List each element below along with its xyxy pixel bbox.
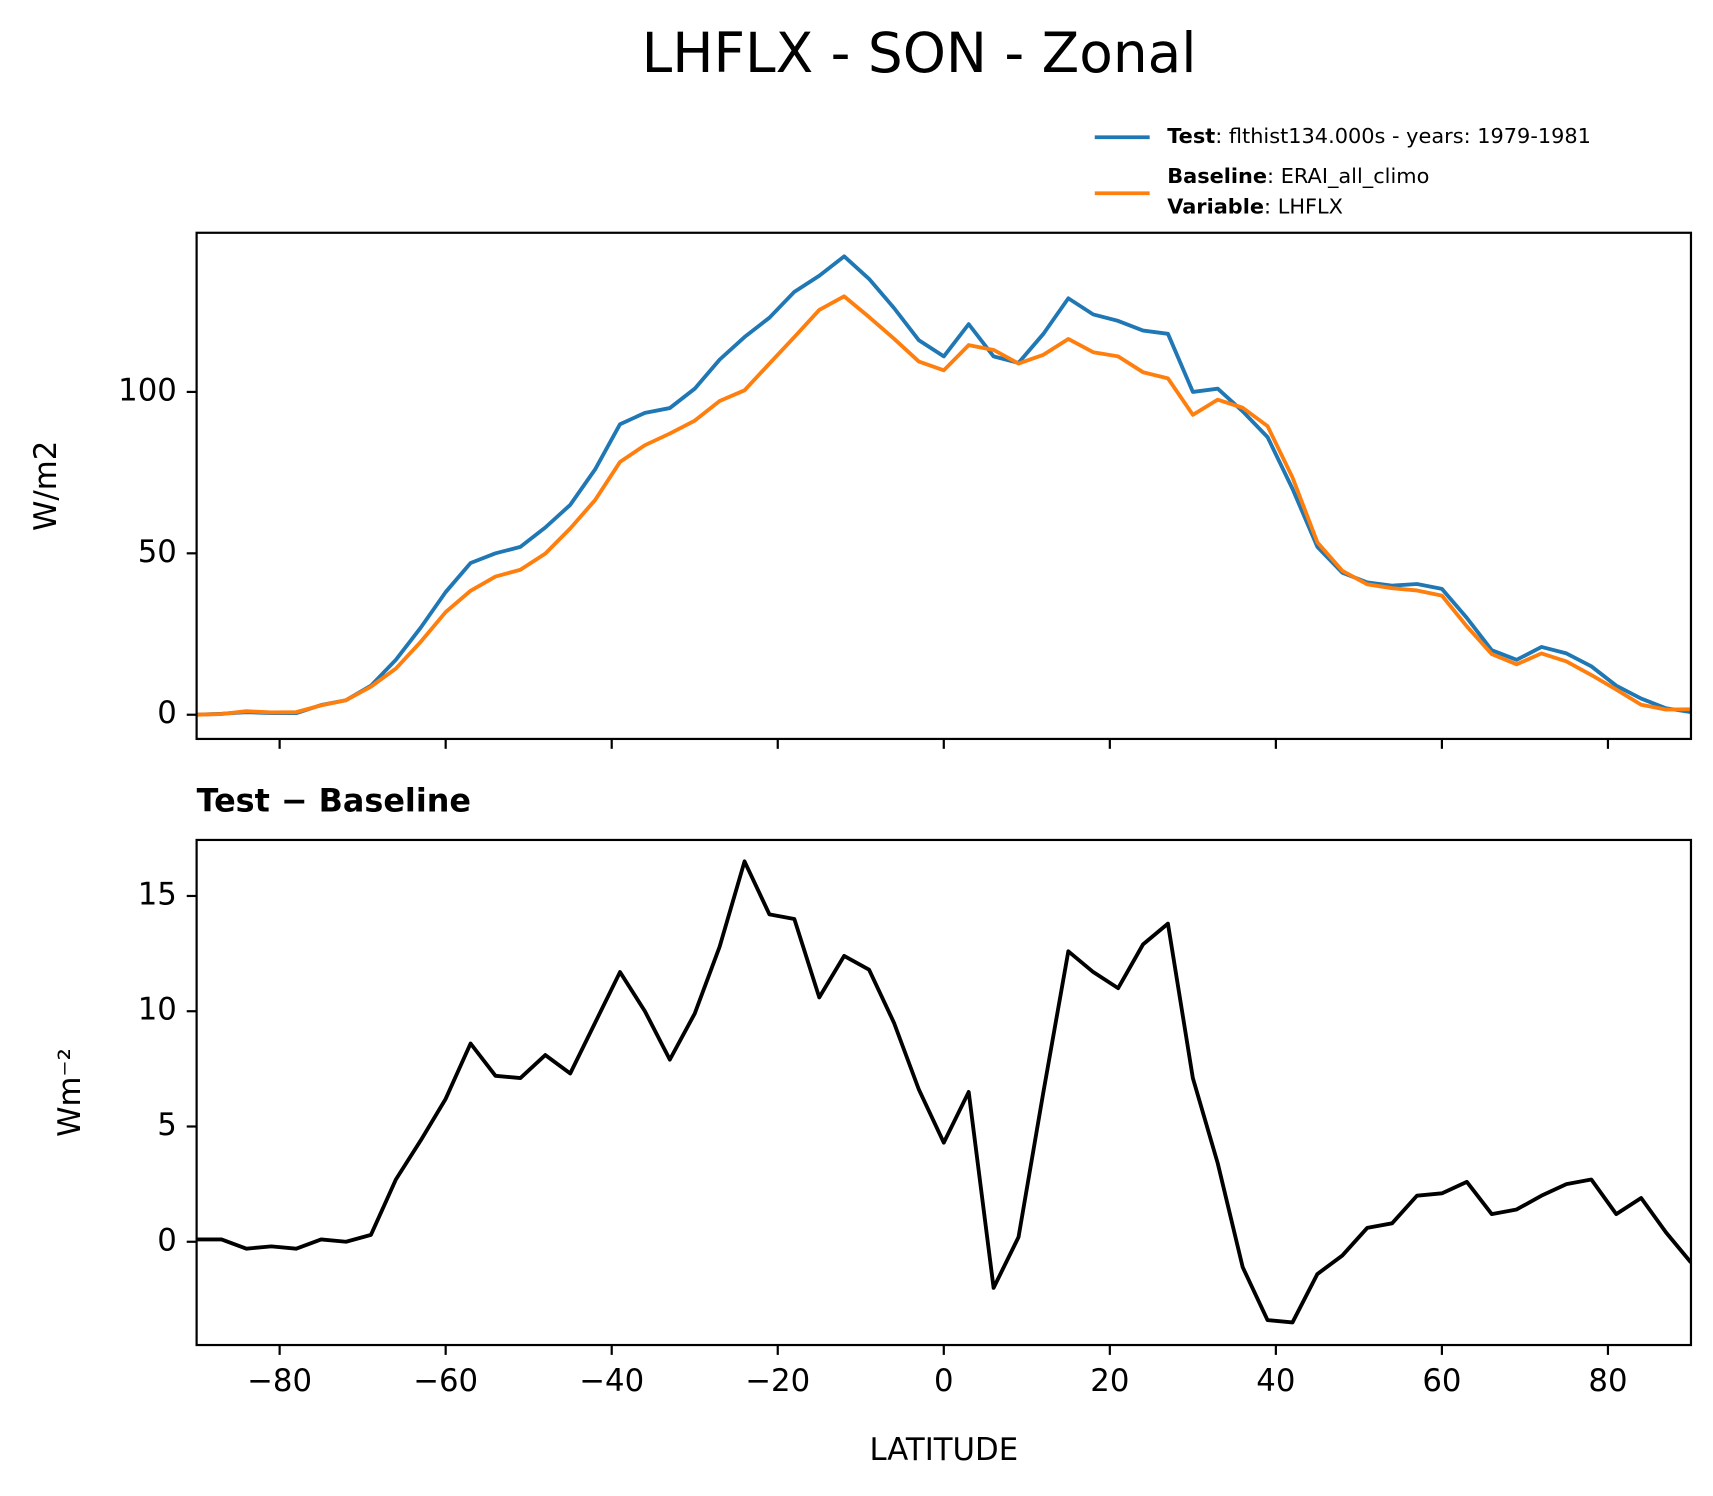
x-tick-label: −80 — [247, 1363, 312, 1399]
legend-entry: Baseline: ERAI_all_climo — [1167, 164, 1429, 189]
legend-text: : flthist134.000s - years: 1979-1981 — [1215, 124, 1591, 148]
x-tick-label: −40 — [579, 1363, 644, 1399]
legend-name: Test — [1167, 124, 1215, 148]
y-tick-label: 10 — [138, 992, 177, 1028]
y-tick-label: 100 — [118, 372, 177, 408]
x-tick-label: −20 — [745, 1363, 810, 1399]
data-line — [196, 859, 1691, 1325]
y-tick-label: 0 — [157, 1222, 177, 1258]
x-tick-label: 80 — [1588, 1363, 1627, 1399]
y-tick-label: 50 — [138, 534, 177, 570]
x-axis-label: LATITUDE — [869, 1432, 1018, 1468]
x-tick-label: 40 — [1256, 1363, 1295, 1399]
plot-frame — [195, 231, 1693, 741]
x-tick-label: 0 — [934, 1363, 954, 1399]
legend-text: : LHFLX — [1264, 195, 1343, 219]
x-tick-label: −60 — [413, 1363, 478, 1399]
legend-entry: Variable: LHFLX — [1167, 195, 1343, 219]
legend-name: Variable — [1167, 195, 1264, 219]
x-tick-label: 60 — [1422, 1363, 1461, 1399]
panel-title: Test − Baseline — [197, 782, 471, 820]
data-line — [196, 294, 1691, 717]
y-tick-label: 0 — [157, 695, 177, 731]
y-tick-label: 15 — [138, 876, 177, 912]
legend-name: Baseline — [1167, 164, 1267, 188]
data-line — [196, 254, 1691, 717]
figure-title: LHFLX - SON - Zonal — [642, 21, 1197, 85]
y-tick-label: 5 — [157, 1107, 177, 1143]
y-axis-label: W/m2 — [28, 441, 64, 531]
legend-text: : ERAI_all_climo — [1267, 164, 1429, 189]
y-axis-label: Wm⁻² — [52, 1048, 88, 1137]
legend-entry: Test: flthist134.000s - years: 1979-1981 — [1167, 124, 1591, 148]
x-tick-label: 20 — [1090, 1363, 1129, 1399]
plot-frame — [195, 838, 1693, 1347]
